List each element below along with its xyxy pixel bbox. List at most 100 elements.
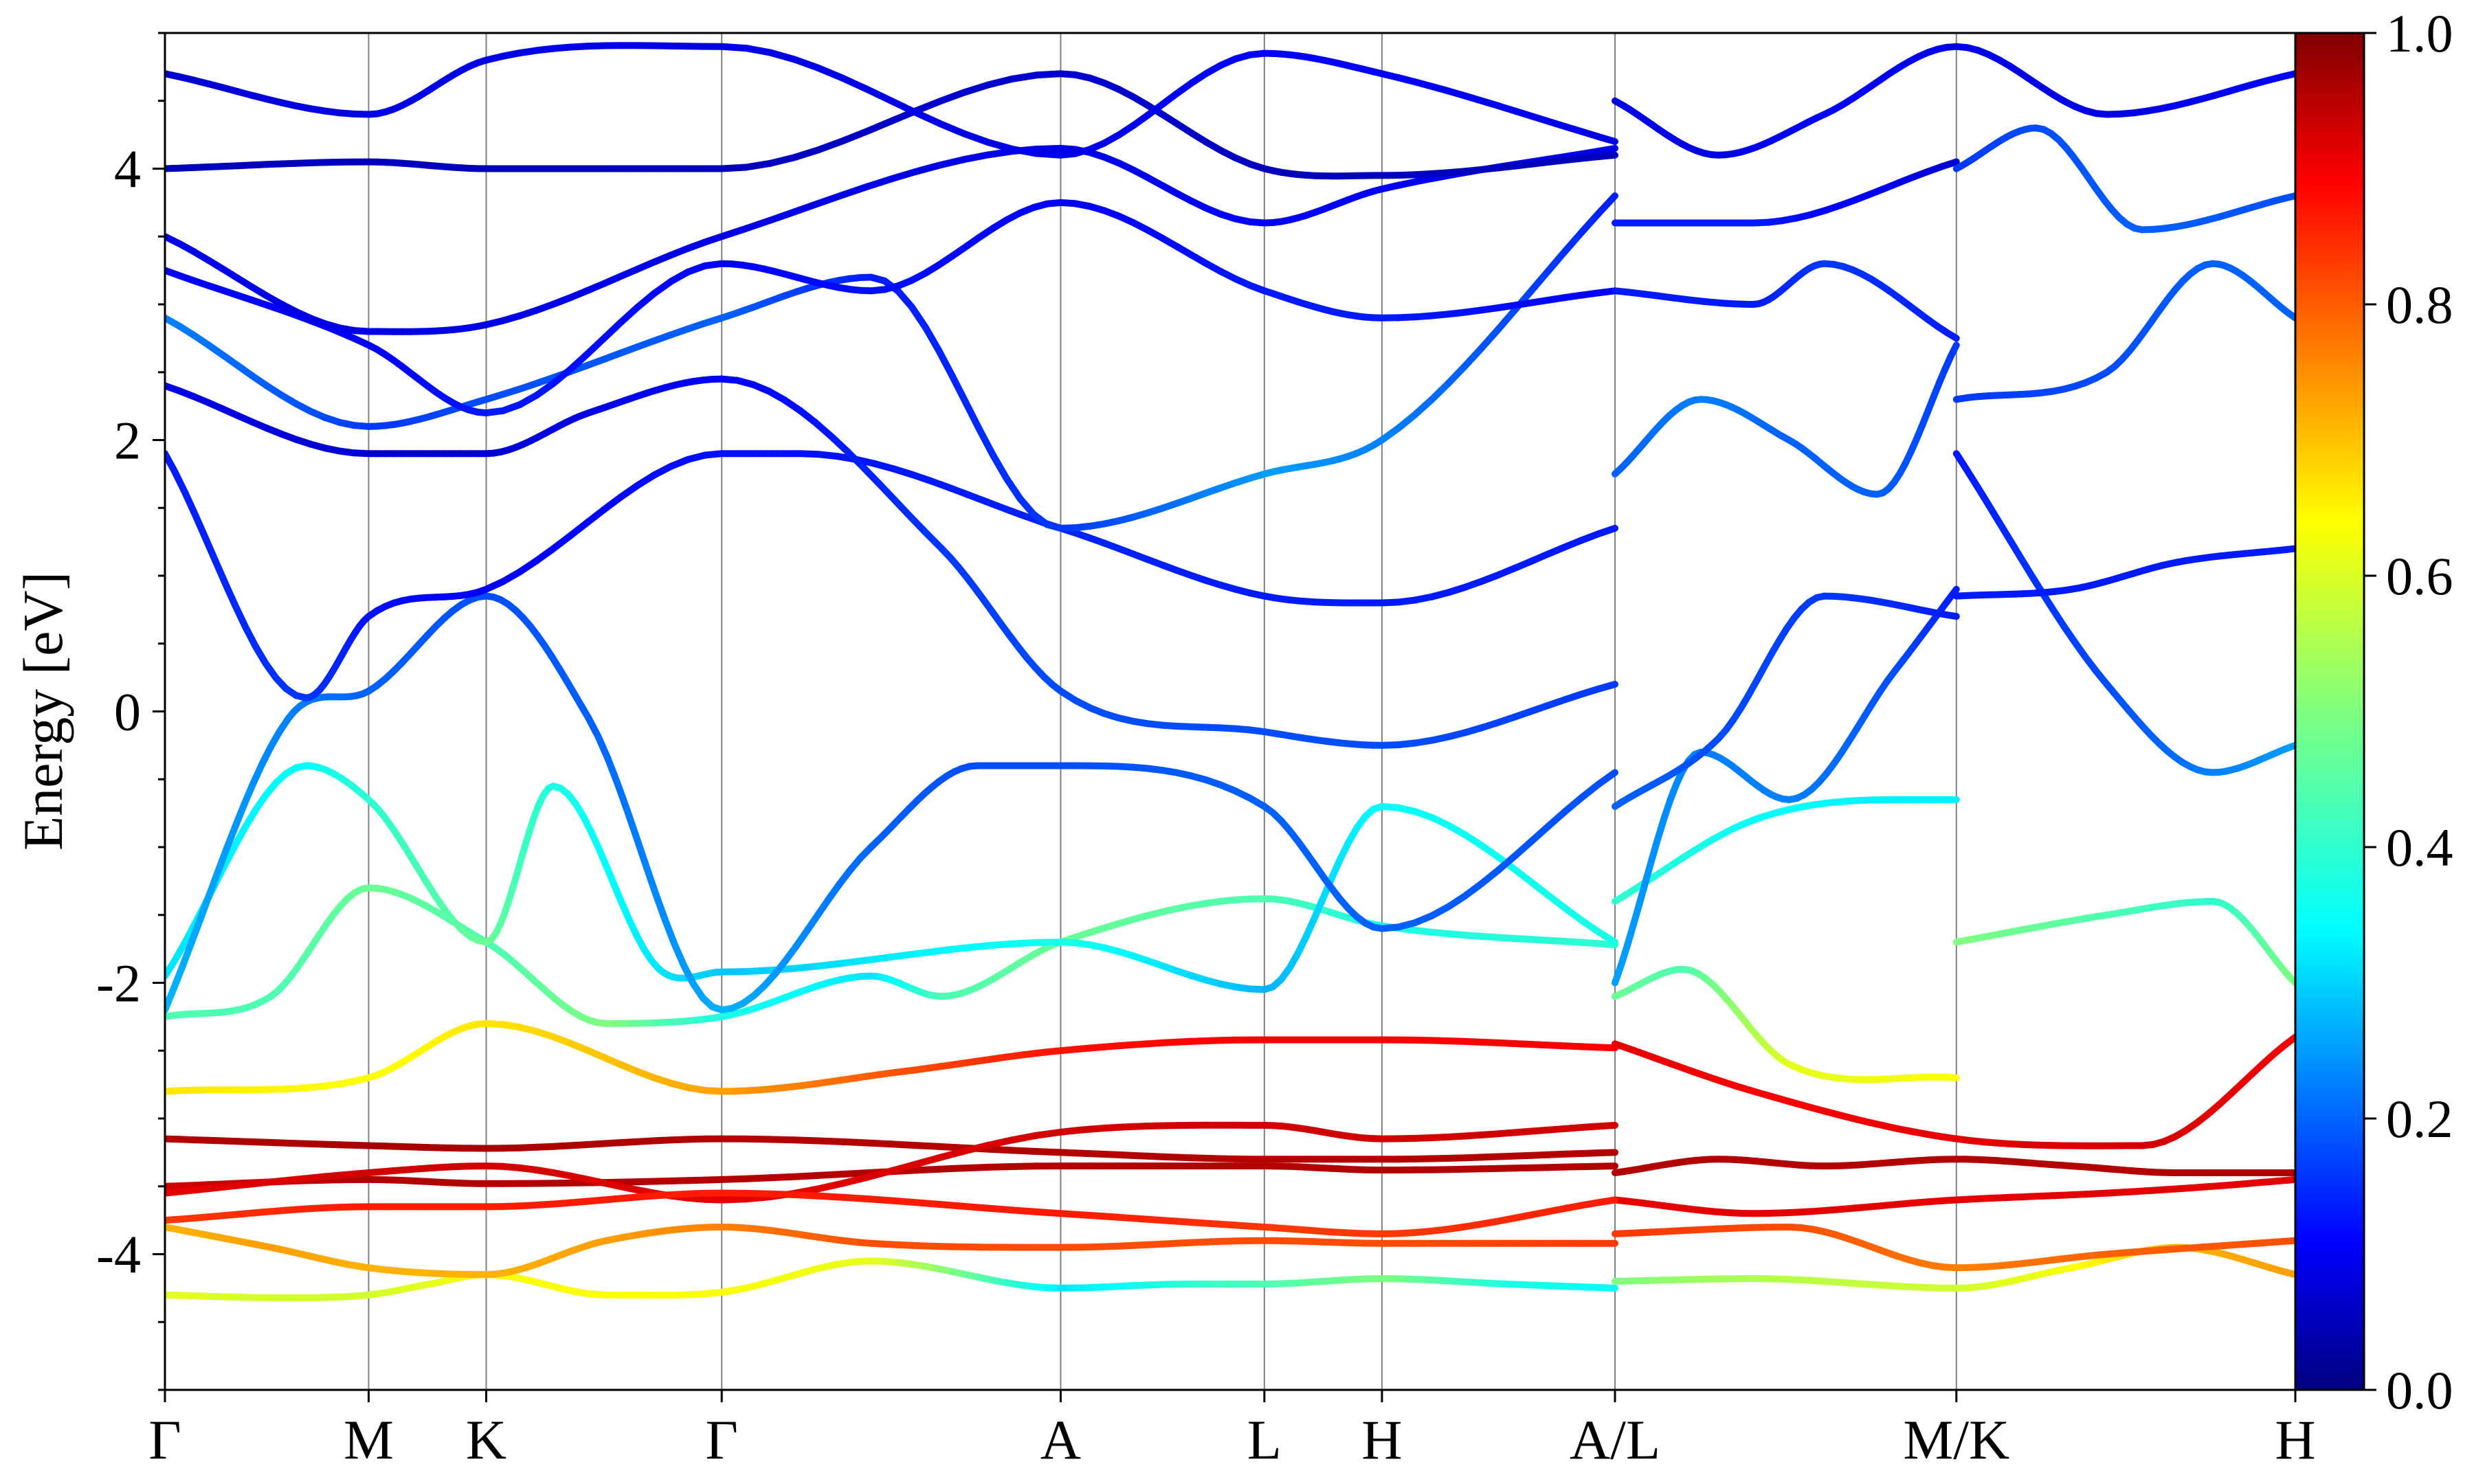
band-segment bbox=[1578, 210, 1602, 236]
band-line bbox=[165, 42, 1618, 159]
band-segment bbox=[680, 961, 697, 987]
band-segment bbox=[936, 1147, 968, 1161]
band-segment bbox=[1008, 1147, 1040, 1155]
band-segment bbox=[815, 1171, 847, 1179]
band-segment bbox=[1478, 866, 1502, 887]
band-segment bbox=[815, 1137, 847, 1145]
band-segment bbox=[1528, 267, 1552, 294]
band-segment bbox=[960, 942, 992, 952]
colorbar-gradient bbox=[2294, 32, 2365, 1391]
band-segment bbox=[766, 154, 798, 167]
band-segment bbox=[912, 1165, 944, 1174]
band-segment bbox=[922, 323, 942, 354]
band-segment bbox=[790, 56, 823, 72]
band-line bbox=[165, 192, 1618, 532]
band-segment bbox=[962, 399, 983, 434]
band-segment bbox=[1495, 306, 1519, 333]
band-segment bbox=[651, 278, 675, 297]
band-segment bbox=[948, 372, 970, 407]
band-segment bbox=[1996, 519, 2014, 544]
band-segment bbox=[1008, 1132, 1040, 1144]
band-segment bbox=[815, 137, 847, 154]
band-segment bbox=[1528, 879, 1552, 899]
band-segment bbox=[766, 49, 798, 63]
band-segment bbox=[1545, 892, 1569, 912]
colorbar-tick-label: 1.0 bbox=[2386, 3, 2453, 63]
band-segment bbox=[891, 496, 914, 520]
band-segment bbox=[188, 916, 204, 947]
y-tick-label: 2 bbox=[114, 411, 141, 471]
band-segment bbox=[1636, 878, 1649, 907]
band-segment bbox=[222, 580, 239, 610]
band-segment bbox=[533, 379, 557, 399]
band-segment bbox=[989, 451, 1010, 482]
band-segment bbox=[718, 1175, 750, 1183]
x-tick-label: Γ bbox=[705, 1408, 737, 1471]
band-line bbox=[1952, 898, 2295, 987]
band-segment bbox=[887, 97, 919, 116]
band-segment bbox=[960, 81, 992, 96]
band-segment bbox=[181, 489, 199, 519]
band-segment bbox=[1561, 904, 1585, 924]
band-segment bbox=[533, 545, 557, 565]
band-segment bbox=[1478, 325, 1502, 352]
band-segment bbox=[936, 1201, 968, 1210]
band-segment bbox=[1629, 900, 1643, 929]
x-tick-label: M/K bbox=[1903, 1408, 2009, 1471]
band-segment bbox=[1594, 1121, 1618, 1130]
band-segment bbox=[936, 89, 968, 105]
band-segment bbox=[984, 1145, 1016, 1154]
band-segment bbox=[1033, 70, 1065, 79]
band-segment bbox=[566, 519, 591, 539]
band-segment bbox=[1008, 1206, 1040, 1215]
band-segment bbox=[839, 183, 871, 199]
band-segment bbox=[623, 805, 640, 840]
band-line bbox=[1612, 1176, 2295, 1217]
band-line bbox=[165, 70, 1618, 180]
band-segment bbox=[1594, 524, 1618, 538]
band-segment bbox=[912, 1154, 944, 1168]
band-segment bbox=[594, 732, 612, 762]
band-segment bbox=[179, 939, 195, 970]
band-line bbox=[1952, 124, 2295, 234]
band-segment bbox=[815, 960, 847, 970]
band-segment bbox=[1033, 150, 1065, 159]
band-segment bbox=[718, 164, 750, 172]
band-segment bbox=[170, 963, 186, 992]
band-segment bbox=[935, 347, 956, 380]
band-segment bbox=[632, 833, 649, 868]
band-segment bbox=[2281, 1033, 2295, 1049]
band-segment bbox=[212, 557, 230, 587]
band-segment bbox=[1985, 502, 2003, 526]
band-segment bbox=[912, 1199, 944, 1208]
band-segment bbox=[912, 161, 944, 175]
band-segment bbox=[550, 532, 574, 552]
band-segment bbox=[718, 225, 750, 240]
colorbar-tick-label: 0.6 bbox=[2386, 546, 2453, 606]
band-segment bbox=[863, 117, 895, 135]
band-segment bbox=[1594, 681, 1618, 693]
band-segment bbox=[1311, 895, 1327, 921]
band-segment bbox=[583, 506, 608, 526]
band-segment bbox=[1511, 837, 1535, 859]
band-segment bbox=[766, 1173, 798, 1182]
band-line bbox=[1952, 450, 2295, 776]
band-line bbox=[1612, 43, 2295, 159]
band-segment bbox=[887, 1197, 919, 1206]
band-segment bbox=[839, 1173, 871, 1187]
band-segment bbox=[839, 1138, 871, 1147]
band-segment bbox=[960, 151, 992, 164]
band-segment bbox=[1033, 1128, 1065, 1139]
band-segment bbox=[566, 350, 591, 373]
band-segment bbox=[614, 778, 630, 813]
band-segment bbox=[642, 861, 659, 896]
x-tick-label: H bbox=[1361, 1408, 1402, 1471]
band-segment bbox=[1623, 921, 1637, 949]
band-segment bbox=[2283, 545, 2295, 553]
band-line bbox=[165, 762, 1618, 993]
band-segment bbox=[790, 1171, 823, 1180]
x-tick-label: M bbox=[344, 1408, 394, 1471]
band-line bbox=[1612, 585, 1960, 987]
band-segment bbox=[742, 45, 774, 56]
y-tick-label: -4 bbox=[96, 1225, 141, 1285]
